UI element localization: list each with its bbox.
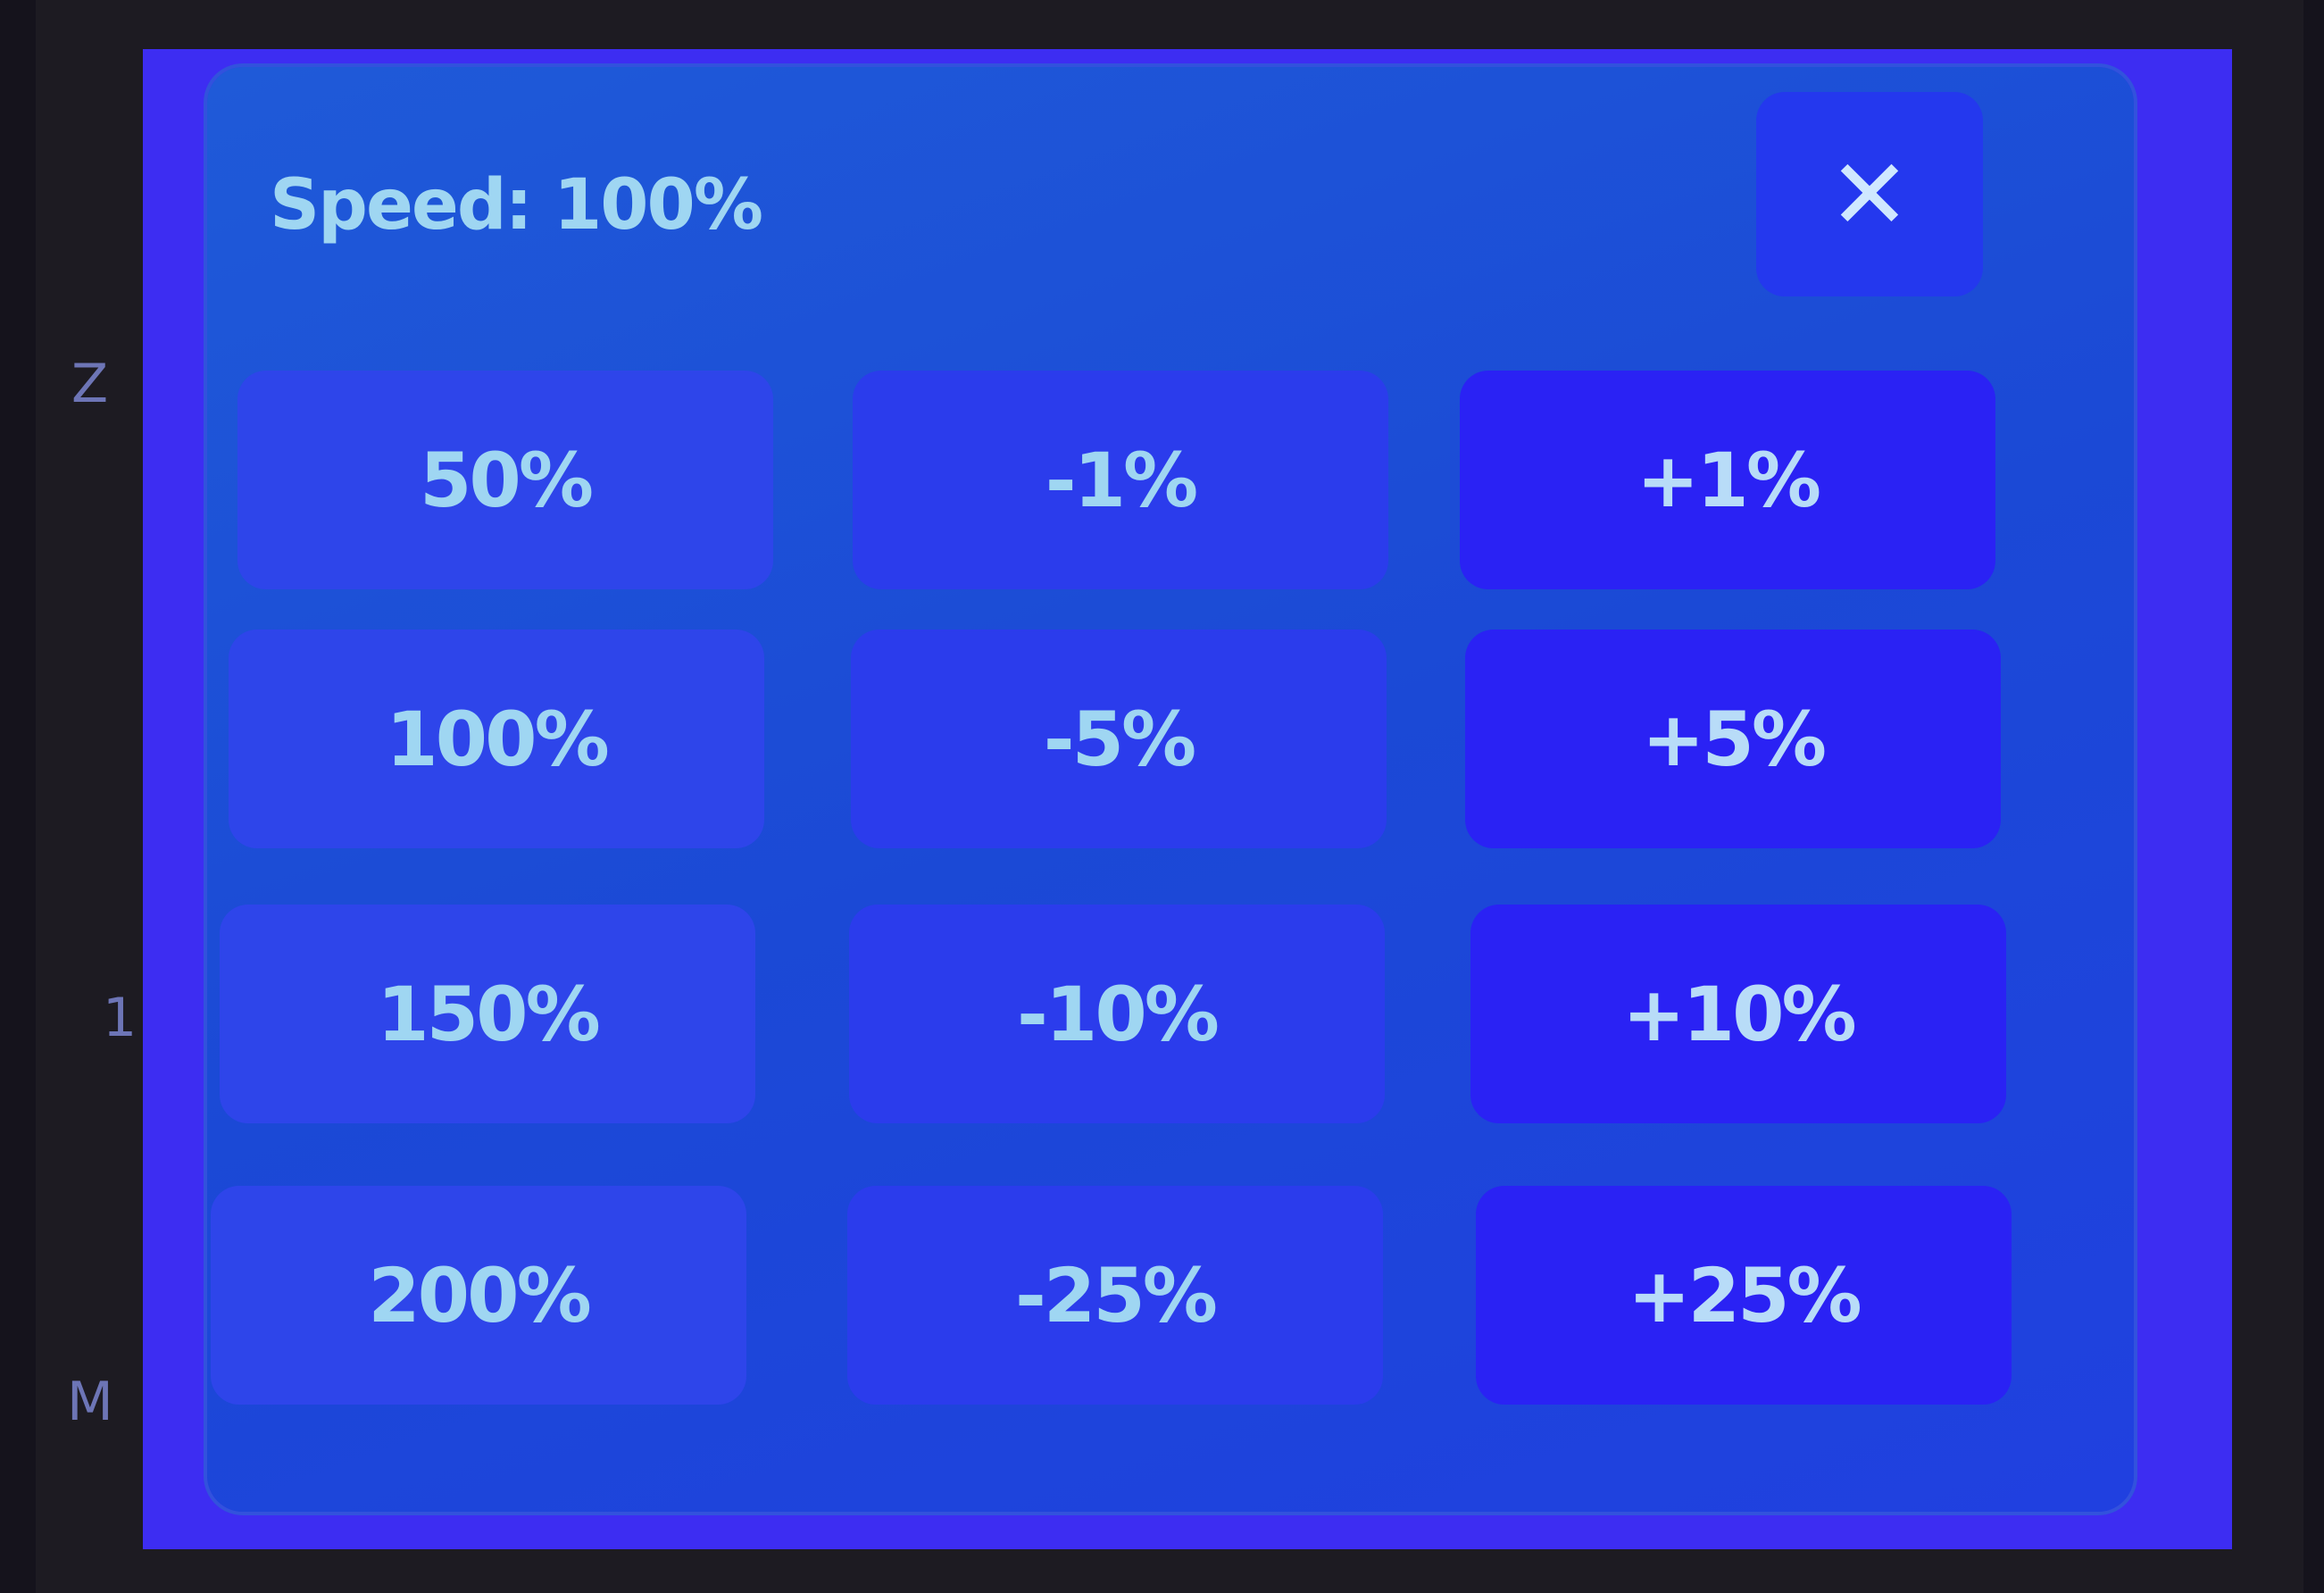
speed-set-150-button[interactable]: 150%: [220, 905, 755, 1123]
speed-increase-25-button[interactable]: +25%: [1476, 1186, 2012, 1405]
close-icon: ✕: [1828, 137, 1912, 252]
speed-decrease-10-button[interactable]: -10%: [849, 905, 1385, 1123]
speed-set-50-button[interactable]: 50%: [237, 371, 773, 589]
speed-decrease-5-button[interactable]: -5%: [851, 630, 1387, 848]
speed-increase-1-button[interactable]: +1%: [1460, 371, 1995, 589]
speed-increase-5-button[interactable]: +5%: [1465, 630, 2001, 848]
speed-decrease-1-button[interactable]: -1%: [853, 371, 1388, 589]
close-button[interactable]: ✕: [1756, 92, 1983, 296]
speed-increase-10-button[interactable]: +10%: [1470, 905, 2006, 1123]
background-label: Z: [71, 353, 109, 415]
speed-title: Speed: 100%: [270, 165, 763, 246]
speed-set-200-button[interactable]: 200%: [211, 1186, 746, 1405]
speed-dialog: Speed: 100% ✕ 50% -1% +1% 100% -5% +5% 150% -10…: [207, 67, 2134, 1512]
background-label: M: [67, 1371, 113, 1433]
speed-set-100-button[interactable]: 100%: [229, 630, 764, 848]
background-label: 1: [103, 987, 137, 1049]
speed-decrease-25-button[interactable]: -25%: [847, 1186, 1383, 1405]
